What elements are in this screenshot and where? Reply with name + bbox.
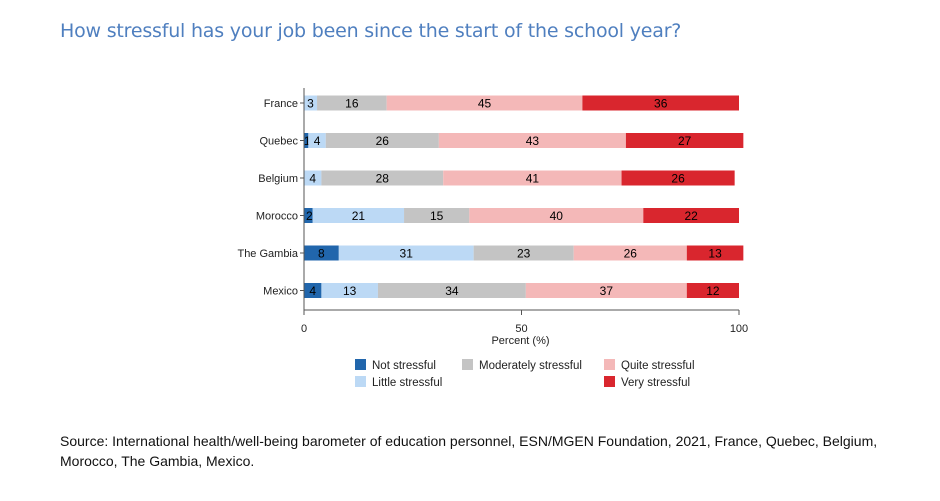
legend-swatch-little-stressful [355, 376, 366, 387]
data-label-belgium-very-stressful: 26 [671, 172, 685, 186]
legend-swatch-moderately-stressful [462, 359, 473, 370]
bar-morocco-very-stressful [643, 208, 739, 223]
data-label-mexico-not-stressful: 4 [309, 284, 316, 298]
bar-mexico-little-stressful [321, 283, 378, 298]
x-tick-label-50: 50 [515, 323, 527, 335]
category-label-morocco: Morocco [256, 211, 298, 223]
data-label-france-little-stressful: 3 [307, 97, 314, 111]
bar-the-gambia-quite-stressful [573, 245, 687, 261]
bar-the-gambia-very-stressful [686, 245, 744, 261]
data-label-belgium-moderately-stressful: 28 [376, 172, 390, 186]
bar-belgium-little-stressful [304, 170, 322, 186]
data-label-morocco-little-stressful: 21 [352, 209, 366, 223]
legend-label-not-stressful: Not stressful [372, 360, 436, 372]
data-label-the-gambia-quite-stressful: 26 [624, 247, 638, 261]
legend-label-quite-stressful: Quite stressful [621, 360, 695, 372]
data-label-belgium-little-stressful: 4 [309, 172, 316, 186]
bar-france-quite-stressful [386, 95, 583, 111]
bar-france-very-stressful [582, 95, 739, 111]
data-label-mexico-quite-stressful: 37 [600, 284, 614, 298]
bar-france-moderately-stressful [317, 95, 387, 111]
legend-swatch-quite-stressful [604, 359, 615, 370]
data-label-the-gambia-moderately-stressful: 23 [517, 247, 531, 261]
data-label-morocco-very-stressful: 22 [684, 209, 698, 223]
data-label-quebec-very-stressful: 27 [678, 134, 692, 148]
data-label-the-gambia-not-stressful: 8 [318, 247, 325, 261]
bar-mexico-not-stressful [304, 283, 322, 298]
data-label-the-gambia-little-stressful: 31 [400, 247, 414, 261]
chart-title: How stressful has your job been since th… [60, 20, 682, 42]
data-label-france-very-stressful: 36 [654, 97, 668, 111]
plot-background [236, 78, 766, 408]
legend-label-little-stressful: Little stressful [372, 377, 442, 389]
bar-france-little-stressful [304, 95, 318, 111]
stacked-bar-chart: 0316453614264327042841262211540228312326… [236, 78, 766, 408]
bar-morocco-quite-stressful [469, 208, 644, 223]
data-label-morocco-not-stressful: 2 [306, 209, 313, 223]
category-label-quebec: Quebec [259, 136, 298, 148]
legend-swatch-very-stressful [604, 376, 615, 387]
bar-quebec-not-stressful [304, 133, 309, 148]
data-label-mexico-little-stressful: 13 [343, 284, 357, 298]
category-label-belgium: Belgium [258, 173, 298, 185]
bar-quebec-moderately-stressful [325, 133, 439, 148]
bar-belgium-very-stressful [621, 170, 735, 186]
bar-mexico-very-stressful [686, 283, 739, 298]
category-label-the-gambia: The Gambia [237, 248, 298, 260]
source-note: Source: International health/well-being … [60, 433, 878, 469]
bar-morocco-moderately-stressful [404, 208, 470, 223]
bar-quebec-quite-stressful [438, 133, 626, 148]
legend-label-moderately-stressful: Moderately stressful [479, 360, 582, 372]
legend-label-very-stressful: Very stressful [621, 377, 690, 389]
x-tick-label-0: 0 [301, 323, 307, 335]
bar-belgium-quite-stressful [443, 170, 622, 186]
data-label-quebec-not-stressful: 1 [304, 134, 311, 148]
x-axis-title: Percent (%) [491, 335, 549, 347]
bar-mexico-moderately-stressful [377, 283, 526, 298]
x-tick-label-100: 100 [730, 323, 748, 335]
legend-swatch-not-stressful [355, 359, 366, 370]
data-label-morocco-quite-stressful: 40 [550, 209, 564, 223]
data-label-mexico-very-stressful: 12 [706, 284, 720, 298]
data-label-france-moderately-stressful: 16 [345, 97, 359, 111]
data-label-quebec-quite-stressful: 43 [526, 134, 540, 148]
bar-quebec-very-stressful [625, 133, 744, 148]
data-label-morocco-moderately-stressful: 15 [430, 209, 444, 223]
data-label-quebec-little-stressful: 4 [314, 134, 321, 148]
data-label-france-quite-stressful: 45 [478, 97, 492, 111]
bar-the-gambia-little-stressful [338, 245, 474, 261]
data-label-the-gambia-very-stressful: 13 [708, 247, 722, 261]
bar-the-gambia-not-stressful [304, 245, 339, 261]
data-label-belgium-quite-stressful: 41 [526, 172, 540, 186]
data-label-mexico-moderately-stressful: 34 [445, 284, 459, 298]
category-label-france: France [264, 98, 298, 110]
bar-morocco-little-stressful [312, 208, 405, 223]
bar-morocco-not-stressful [304, 208, 313, 223]
bar-mexico-quite-stressful [525, 283, 687, 298]
bar-the-gambia-moderately-stressful [473, 245, 574, 261]
bar-quebec-little-stressful [308, 133, 326, 148]
category-label-mexico: Mexico [263, 286, 298, 298]
data-label-quebec-moderately-stressful: 26 [376, 134, 390, 148]
bar-belgium-moderately-stressful [321, 170, 444, 186]
